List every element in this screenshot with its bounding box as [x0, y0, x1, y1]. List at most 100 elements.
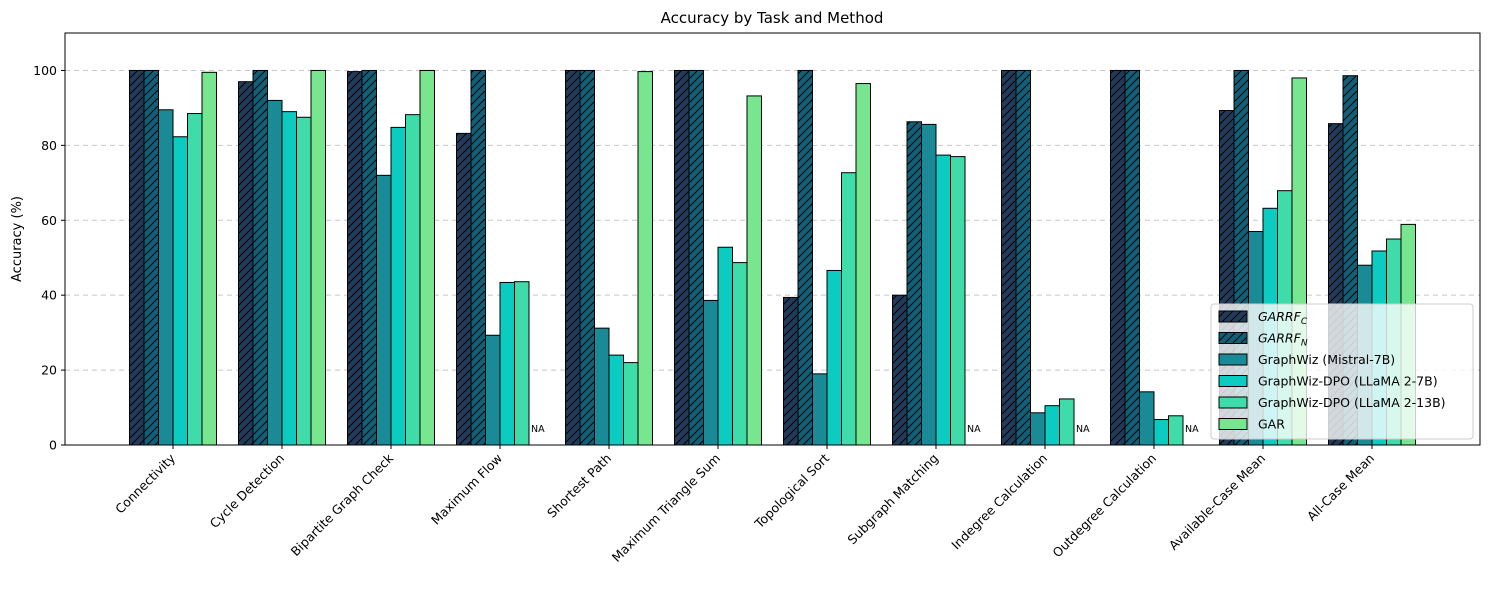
- legend-label: GraphWiz-DPO (LLaMA 2-7B): [1258, 374, 1438, 389]
- bar: [950, 156, 966, 446]
- legend-label: GraphWiz-DPO (LLaMA 2-13B): [1258, 395, 1446, 410]
- bar-hatch: [253, 70, 268, 446]
- legend-label: GraphWiz (Mistral-7B): [1258, 352, 1395, 367]
- bar: [419, 69, 435, 446]
- x-tick-label: Maximum Flow: [428, 451, 505, 528]
- legend-swatch: [1218, 375, 1248, 387]
- x-tick-label: Shortest Path: [544, 451, 614, 521]
- legend-swatch: [1218, 418, 1248, 430]
- x-tick-label: Outdegree Calculation: [1049, 451, 1159, 561]
- bar: [499, 281, 515, 446]
- bar-hatch: [674, 70, 689, 446]
- bar: [623, 362, 639, 446]
- x-tick-label: Maximum Triangle Sum: [609, 451, 723, 565]
- bar: [1030, 412, 1046, 446]
- x-tick-label: Available-Case Mean: [1166, 451, 1268, 553]
- x-tick-label: Topological Sort: [751, 450, 832, 531]
- legend-label: GAR: [1258, 417, 1285, 432]
- bar-hatch: [783, 297, 798, 445]
- y-tick-label: 20: [41, 363, 57, 378]
- bar: [717, 246, 733, 446]
- x-tick-label: All-Case Mean: [1304, 451, 1377, 524]
- legend-box: [1210, 303, 1474, 440]
- bar: [201, 71, 217, 446]
- bar-hatch: [892, 295, 907, 445]
- bar: [267, 99, 283, 446]
- bar-hatch: [907, 121, 922, 445]
- legend-label-text: GraphWiz-DPO (LLaMA 2-13B): [1258, 395, 1446, 410]
- bar-hatch: [565, 70, 580, 446]
- bar-hatch: [1110, 70, 1125, 446]
- legend-swatch: [1218, 353, 1248, 366]
- na-labels-group: NA NA NA NA: [531, 424, 1199, 435]
- bar-hatch: [689, 70, 704, 446]
- bar: [1139, 391, 1155, 446]
- bar: [594, 327, 610, 446]
- x-tick-label: Indegree Calculation: [948, 451, 1050, 553]
- legend-label-subscript: N: [1301, 339, 1308, 349]
- legend-label-text: GARRF: [1258, 309, 1302, 324]
- y-axis-label: Accuracy (%): [10, 196, 25, 282]
- bar-hatch: [347, 71, 362, 445]
- y-tick-label: 0: [49, 438, 57, 453]
- bar-hatch: [144, 70, 159, 446]
- bar-hatch: [471, 70, 486, 446]
- legend-swatch: [1218, 396, 1248, 409]
- y-tick-label: 60: [41, 213, 57, 228]
- legend-label-text: GARRF: [1258, 331, 1302, 346]
- bar-hatch: [798, 70, 813, 446]
- bar: [1153, 419, 1169, 446]
- bar: [281, 111, 297, 446]
- bar: [812, 373, 828, 446]
- y-tick-label: 80: [41, 138, 57, 153]
- bar: [1168, 415, 1184, 446]
- bar: [296, 116, 312, 446]
- bar-hatch: [1016, 70, 1031, 446]
- x-tick-label: Connectivity: [112, 450, 178, 516]
- bar: [1044, 405, 1060, 446]
- na-label: NA: [1076, 424, 1090, 435]
- bar: [514, 281, 530, 446]
- bar: [841, 172, 857, 446]
- legend-label: GARRFC: [1258, 309, 1308, 327]
- bar: [703, 299, 719, 446]
- na-label: NA: [967, 424, 981, 435]
- legend-swatch-hatch: [1219, 332, 1247, 344]
- y-tick-label: 100: [33, 63, 57, 78]
- bar: [310, 69, 326, 446]
- bar-hatch: [1001, 70, 1016, 446]
- na-label: NA: [1185, 424, 1199, 435]
- bar: [921, 123, 937, 446]
- legend-label-text: GraphWiz (Mistral-7B): [1258, 352, 1395, 367]
- legend-label: GARRFN: [1258, 331, 1308, 349]
- bar: [732, 262, 748, 446]
- bar: [172, 136, 188, 446]
- bar-hatch: [238, 81, 253, 445]
- bar-hatch: [362, 70, 377, 446]
- bar: [637, 71, 653, 446]
- bar-hatch: [129, 70, 144, 446]
- bar-hatch: [1125, 70, 1140, 446]
- bar: [746, 95, 762, 446]
- y-axis-ticks: 0 20 40 60 80 100: [33, 63, 65, 453]
- bar: [826, 269, 842, 446]
- x-tick-label: Subgraph Matching: [844, 451, 941, 548]
- bar: [158, 109, 174, 446]
- plot-frame: [64, 32, 1481, 446]
- legend-label-text: GAR: [1258, 417, 1285, 432]
- legend-label-text: GraphWiz-DPO (LLaMA 2-7B): [1258, 374, 1438, 389]
- bar: [187, 113, 203, 446]
- bar: [485, 334, 501, 446]
- bar: [855, 83, 871, 446]
- bar-hatch: [580, 70, 595, 446]
- bar-hatch: [456, 133, 471, 446]
- bar: [1059, 398, 1075, 446]
- na-label: NA: [531, 424, 545, 435]
- y-tick-label: 40: [41, 288, 57, 303]
- legend-label-subscript: C: [1301, 317, 1308, 327]
- x-tick-label: Cycle Detection: [207, 451, 288, 532]
- bar: [405, 114, 421, 446]
- legend-swatch-hatch: [1219, 311, 1247, 322]
- x-axis-ticks: Connectivity Cycle Detection Bipartite Gra…: [112, 445, 1377, 565]
